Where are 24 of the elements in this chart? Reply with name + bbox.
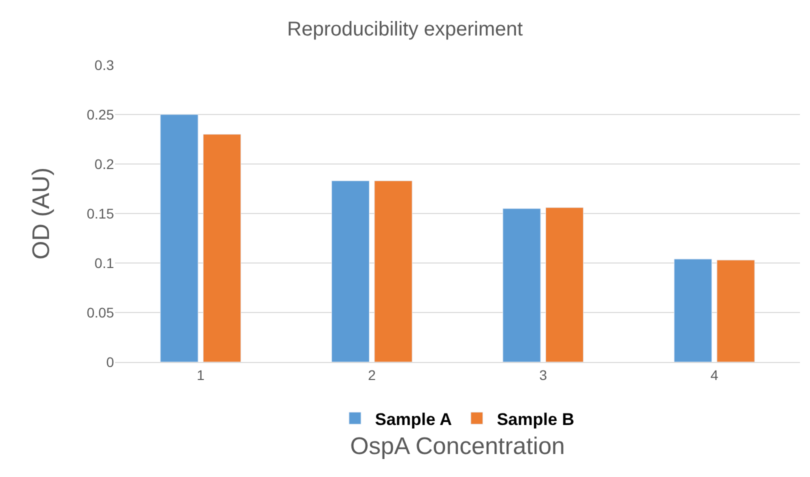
bar (502, 208, 541, 362)
x-tick-label: 3 (539, 366, 548, 383)
y-tick-label: 0.25 (86, 106, 114, 122)
bar (674, 258, 712, 362)
y-tick-label: 0.1 (94, 254, 114, 271)
y-tick-label: 0 (106, 354, 114, 370)
y-tick-label: 0.2 (94, 156, 114, 172)
y-tick-label: 0.15 (86, 205, 114, 222)
chart-title: Reproducibility experiment (287, 18, 524, 40)
y-axis-title: OD (AU) (28, 168, 55, 260)
x-tick-label: 2 (368, 366, 376, 383)
bar (545, 207, 584, 362)
bar (331, 180, 370, 362)
x-tick-label: 4 (710, 366, 718, 383)
legend-label: Sample A (375, 410, 452, 429)
y-tick-label: 0.05 (86, 304, 114, 320)
y-tick-label: 0.3 (94, 56, 114, 73)
bar (374, 180, 412, 362)
bar (160, 114, 198, 362)
bar (716, 260, 755, 362)
bar (202, 134, 242, 362)
x-tick-label: 1 (196, 366, 205, 383)
x-axis-title: OspA Concentration (350, 433, 565, 460)
legend-label: Sample B (496, 410, 574, 429)
